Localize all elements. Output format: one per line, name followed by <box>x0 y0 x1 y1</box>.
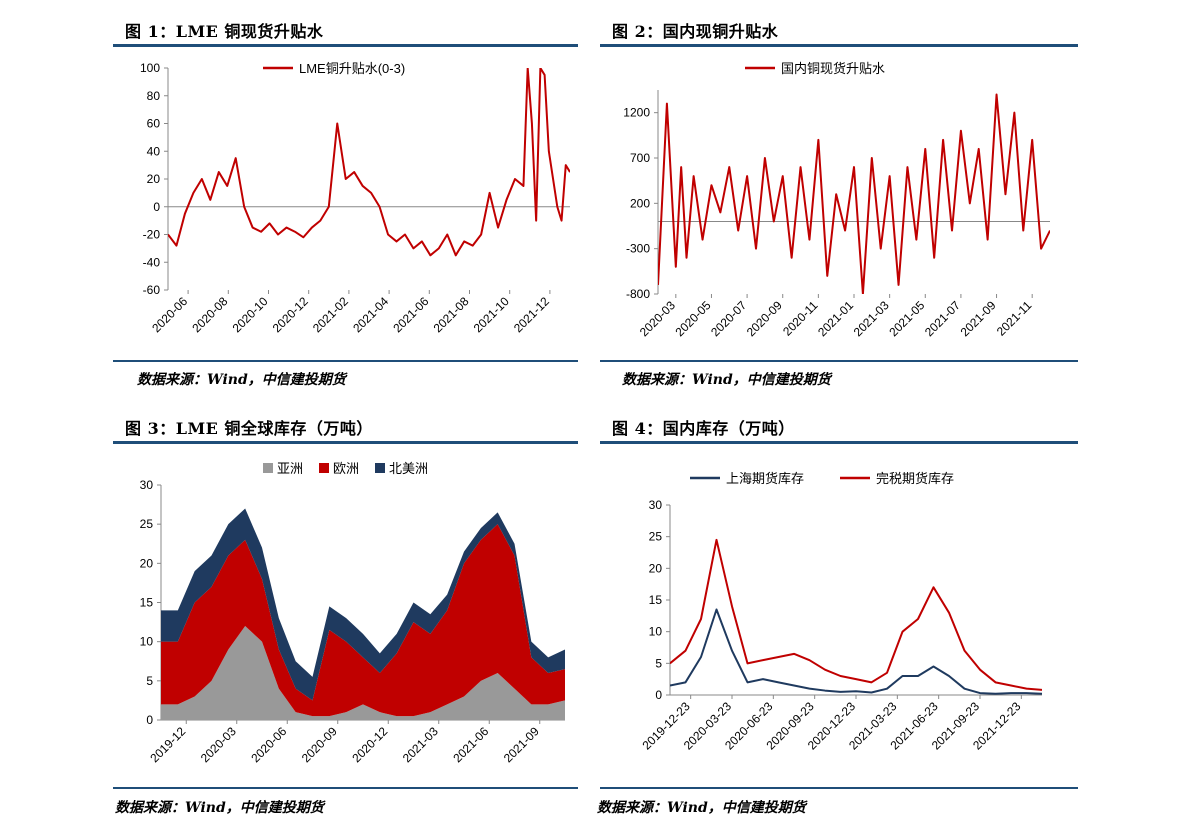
x-tick-label: 2020-12 <box>349 724 390 765</box>
y-tick-label: -300 <box>626 242 650 256</box>
y-tick-label: 200 <box>630 196 650 210</box>
x-tick-label: 2020-07 <box>708 298 749 339</box>
y-tick-label: 80 <box>147 89 161 103</box>
legend-label: 欧洲 <box>333 461 359 476</box>
chart-4-svg: 0510152025302019-12-232020-03-232020-06-… <box>639 471 1042 753</box>
x-tick-label: 2020-06 <box>248 724 289 765</box>
y-tick-label: 15 <box>649 593 663 607</box>
y-tick-label: 100 <box>140 61 160 75</box>
y-tick-label: 20 <box>649 561 663 575</box>
chart-3-title: 图 3：LME 铜全球库存（万吨） <box>125 419 373 438</box>
x-tick-label: 2021-09 <box>501 724 542 765</box>
x-tick-label: 2020-12 <box>270 294 311 335</box>
y-tick-label: 40 <box>147 144 161 158</box>
chart-4-source: 数据来源：Wind，中信建投期货 <box>597 800 806 816</box>
chart-2-source: 数据来源：Wind，中信建投期货 <box>622 372 831 388</box>
legend-swatch <box>375 463 385 473</box>
x-tick-label: 2020-11 <box>780 298 821 339</box>
y-tick-label: 1200 <box>623 106 650 120</box>
legend-label: LME铜升贴水(0-3) <box>299 61 405 76</box>
x-tick-label: 2021-06 <box>390 294 431 335</box>
x-tick-label: 2021-03 <box>400 724 441 765</box>
y-tick-label: 20 <box>147 172 161 186</box>
series-line-LME铜升贴水(0-3) <box>168 68 570 257</box>
chart-3-bottom-rule <box>113 787 578 789</box>
x-tick-label: 2020-08 <box>189 294 230 335</box>
series-area-北美洲 <box>161 508 565 701</box>
chart-1-bottom-rule <box>113 360 578 362</box>
x-tick-label: 2021-07 <box>922 298 963 339</box>
legend-label: 北美洲 <box>389 461 428 476</box>
legend-label: 亚洲 <box>277 461 303 476</box>
y-tick-label: -800 <box>626 287 650 301</box>
y-tick-label: -40 <box>143 255 161 269</box>
y-tick-label: 60 <box>147 117 161 131</box>
x-tick-label: 2021-01 <box>815 298 856 339</box>
chart-3-svg: 0 5 10 15 20 25 30 2019-12 2020-03 2020-06 2020-09… <box>140 461 565 765</box>
y-tick-label: 0 <box>153 200 160 214</box>
chart-3-source: 数据来源：Wind，中信建投期货 <box>115 800 324 816</box>
y-tick-label: 10 <box>649 625 663 639</box>
y-tick-label: 30 <box>140 478 154 492</box>
x-tick-label: 2020-09 <box>299 724 340 765</box>
y-tick-label: 25 <box>649 530 663 544</box>
chart-1-top-rule <box>113 44 578 47</box>
chart-2-title: 图 2：国内现铜升贴水 <box>612 22 779 41</box>
chart-4-title: 图 4：国内库存（万吨） <box>612 419 795 438</box>
x-tick-label: 2021-10 <box>471 294 512 335</box>
x-tick-label: 2019-12 <box>147 724 188 765</box>
y-tick-label: 30 <box>649 498 663 512</box>
y-tick-label: 15 <box>140 596 154 610</box>
y-tick-label: 5 <box>655 656 662 670</box>
x-tick-label: 2020-03 <box>637 298 678 339</box>
x-tick-label: 2021-03 <box>851 298 892 339</box>
series-line-国内铜现货升贴水 <box>658 93 1050 294</box>
chart-4-top-rule <box>600 441 1078 444</box>
chart-1-source: 数据来源：Wind，中信建投期货 <box>137 372 346 388</box>
x-tick-label: 2020-09 <box>744 298 785 339</box>
y-tick-label: 0 <box>655 688 662 702</box>
x-tick-label: 2021-06 <box>450 724 491 765</box>
legend-swatch <box>263 463 273 473</box>
chart-4-bottom-rule <box>600 787 1078 789</box>
x-tick-label: 2021-09 <box>958 298 999 339</box>
chart-2-bottom-rule <box>600 360 1078 362</box>
x-tick-label: 2020-06 <box>149 294 190 335</box>
y-tick-label: 5 <box>146 674 153 688</box>
y-tick-label: 10 <box>140 635 154 649</box>
y-tick-label: 25 <box>140 517 154 531</box>
legend-label: 完税期货库存 <box>876 471 954 486</box>
y-tick-label: 0 <box>146 713 153 727</box>
series-line-完税期货库存 <box>670 538 1042 691</box>
chart-3-top-rule <box>113 441 578 444</box>
x-tick-label: 2021-08 <box>431 294 472 335</box>
legend-label: 上海期货库存 <box>726 471 804 486</box>
y-tick-label: -60 <box>143 283 161 297</box>
y-tick-label: -20 <box>143 228 161 242</box>
x-tick-label: 2020-03 <box>198 724 239 765</box>
chart-1-title: 图 1：LME 铜现货升贴水 <box>125 22 324 41</box>
x-tick-label: 2021-02 <box>310 294 351 335</box>
x-tick-label: 2021-05 <box>886 298 927 339</box>
x-tick-label: 2021-04 <box>350 294 391 335</box>
x-tick-label: 2021-11 <box>994 298 1035 339</box>
y-tick-label: 700 <box>630 151 650 165</box>
legend-swatch <box>319 463 329 473</box>
series-line-上海期货库存 <box>670 608 1042 695</box>
y-tick-label: 20 <box>140 556 154 570</box>
chart-2-svg: -800-30020070012002020-032020-052020-072… <box>623 61 1050 339</box>
legend-label: 国内铜现货升贴水 <box>781 61 885 76</box>
x-tick-label: 2020-05 <box>673 298 714 339</box>
x-tick-label: 2020-10 <box>230 294 271 335</box>
series-area-欧洲 <box>161 524 565 717</box>
chart-2-top-rule <box>600 44 1078 47</box>
x-tick-label: 2021-12 <box>511 294 552 335</box>
